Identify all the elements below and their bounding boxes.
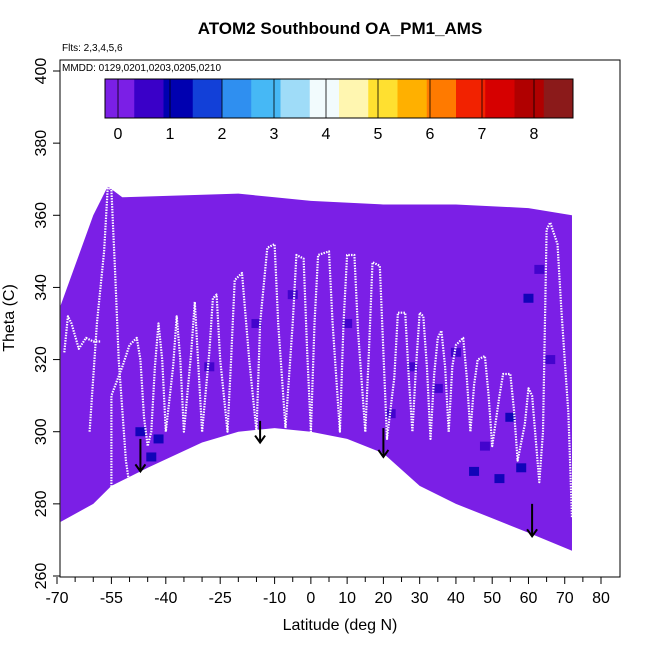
- colorbar-swatch: [456, 79, 486, 118]
- heatmap-cell: [469, 466, 480, 476]
- x-tick-label: 60: [520, 590, 538, 607]
- heatmap-cell: [342, 319, 353, 328]
- y-tick-label: 360: [33, 202, 50, 229]
- x-tick-label: -55: [100, 590, 123, 607]
- heatmap-cell: [287, 290, 298, 300]
- flight-profile-line: [201, 243, 287, 433]
- heatmap-cells: [135, 264, 556, 484]
- plot-frame: [59, 59, 621, 578]
- heatmap-cell: [479, 441, 490, 451]
- x-tick-label: -40: [154, 590, 177, 607]
- colorbar-tick-label: 0: [114, 126, 123, 143]
- heatmap-cell: [505, 412, 516, 422]
- heatmap-cell: [432, 383, 443, 393]
- x-tick-label: 50: [483, 590, 501, 607]
- y-tick-label: 340: [33, 274, 50, 301]
- y-tick-label: 260: [33, 563, 50, 590]
- colorbar-tick-label: 4: [322, 126, 331, 143]
- heatmap-cell: [545, 355, 556, 365]
- colorbar-swatch: [543, 79, 574, 118]
- arrow-head: [254, 434, 266, 445]
- flight-profile-line: [63, 315, 101, 353]
- heatmap-cell: [146, 452, 157, 462]
- arrow-head: [134, 463, 147, 474]
- colorbar-tick-label: 1: [166, 126, 175, 143]
- y-axis: 260 280 300 320 340 360 380 400: [33, 58, 60, 590]
- colorbar-swatch: [105, 79, 135, 118]
- x-tick-label: 0: [306, 590, 315, 607]
- y-tick-label: 320: [33, 346, 50, 373]
- x-tick-label: -25: [209, 590, 232, 607]
- heatmap-cell: [407, 362, 418, 372]
- x-tick-label: 40: [447, 590, 465, 607]
- heatmap-cell: [251, 319, 262, 328]
- x-tick-label: 30: [411, 590, 429, 607]
- colorbar-swatch: [134, 79, 164, 118]
- colorbar: 0 1 2 3 4 5 6 7 8: [104, 78, 574, 143]
- colorbar-swatch: [339, 79, 369, 118]
- y-tick-label: 400: [33, 58, 50, 85]
- colorbar-tick-label: 6: [426, 126, 435, 143]
- flight-profile-line: [447, 221, 574, 519]
- y-tick-label: 280: [33, 490, 50, 517]
- colorbar-tick-label: 8: [530, 126, 539, 143]
- heatmap-cell: [523, 293, 534, 303]
- heatmap-cell: [450, 347, 461, 357]
- colorbar-swatch: [309, 79, 340, 118]
- flight-profile-line: [284, 250, 367, 433]
- x-tick-label: 70: [556, 590, 574, 607]
- dates-note: MMDD: 0129,0201,0203,0205,0210: [62, 63, 221, 74]
- colorbar-swatch: [280, 79, 311, 118]
- y-tick-label: 380: [33, 130, 50, 157]
- colorbar-tick-label: 3: [270, 126, 279, 143]
- flight-profile-line: [110, 300, 204, 490]
- y-tick-label: 300: [33, 418, 50, 445]
- x-axis: -70 -55 -40 -25 -10 0 10 20 30 40 50 60 70 80: [45, 577, 610, 607]
- heatmap-cell: [135, 427, 146, 437]
- colorbar-swatch: [192, 79, 223, 118]
- colorbar-swatch: [426, 79, 457, 118]
- x-tick-label: 20: [375, 590, 393, 607]
- chart-title: ATOM2 Southbound OA_PM1_AMS: [198, 19, 483, 38]
- heatmap-cell: [204, 362, 215, 372]
- heatmap-cell: [494, 474, 505, 484]
- colorbar-swatch: [514, 79, 545, 118]
- heatmap-cell: [534, 264, 545, 274]
- x-tick-label: 10: [338, 590, 356, 607]
- heatmap-cell: [153, 434, 164, 444]
- x-tick-label: 80: [592, 590, 610, 607]
- flight-profiles: [63, 185, 574, 519]
- coverage-area: [60, 186, 572, 551]
- colorbar-swatch: [397, 79, 428, 118]
- colorbar-swatch: [163, 79, 194, 118]
- x-tick-label: -10: [263, 590, 286, 607]
- x-axis-label: Latitude (deg N): [283, 617, 398, 634]
- colorbar-tick-label: 2: [218, 126, 227, 143]
- colorbar-tick-label: 7: [478, 126, 487, 143]
- colorbar-swatch: [222, 79, 252, 118]
- flights-note: Flts: 2,3,4,5,6: [62, 43, 123, 54]
- arrow-markers: [134, 420, 538, 539]
- colorbar-swatch: [251, 79, 281, 118]
- colorbar-swatch: [368, 79, 398, 118]
- arrow-head: [377, 449, 390, 459]
- heatmap-cell: [516, 463, 527, 473]
- y-axis-label: Theta (C): [1, 284, 18, 352]
- colorbar-tick-label: 5: [374, 126, 383, 143]
- flight-profile-line: [88, 185, 131, 486]
- x-tick-label: -70: [45, 590, 68, 607]
- colorbar-frame: [104, 78, 574, 119]
- flight-profile-line: [364, 261, 450, 440]
- colorbar-swatch: [485, 79, 515, 118]
- arrow-head: [526, 528, 538, 539]
- coverage-polygon: [60, 186, 572, 551]
